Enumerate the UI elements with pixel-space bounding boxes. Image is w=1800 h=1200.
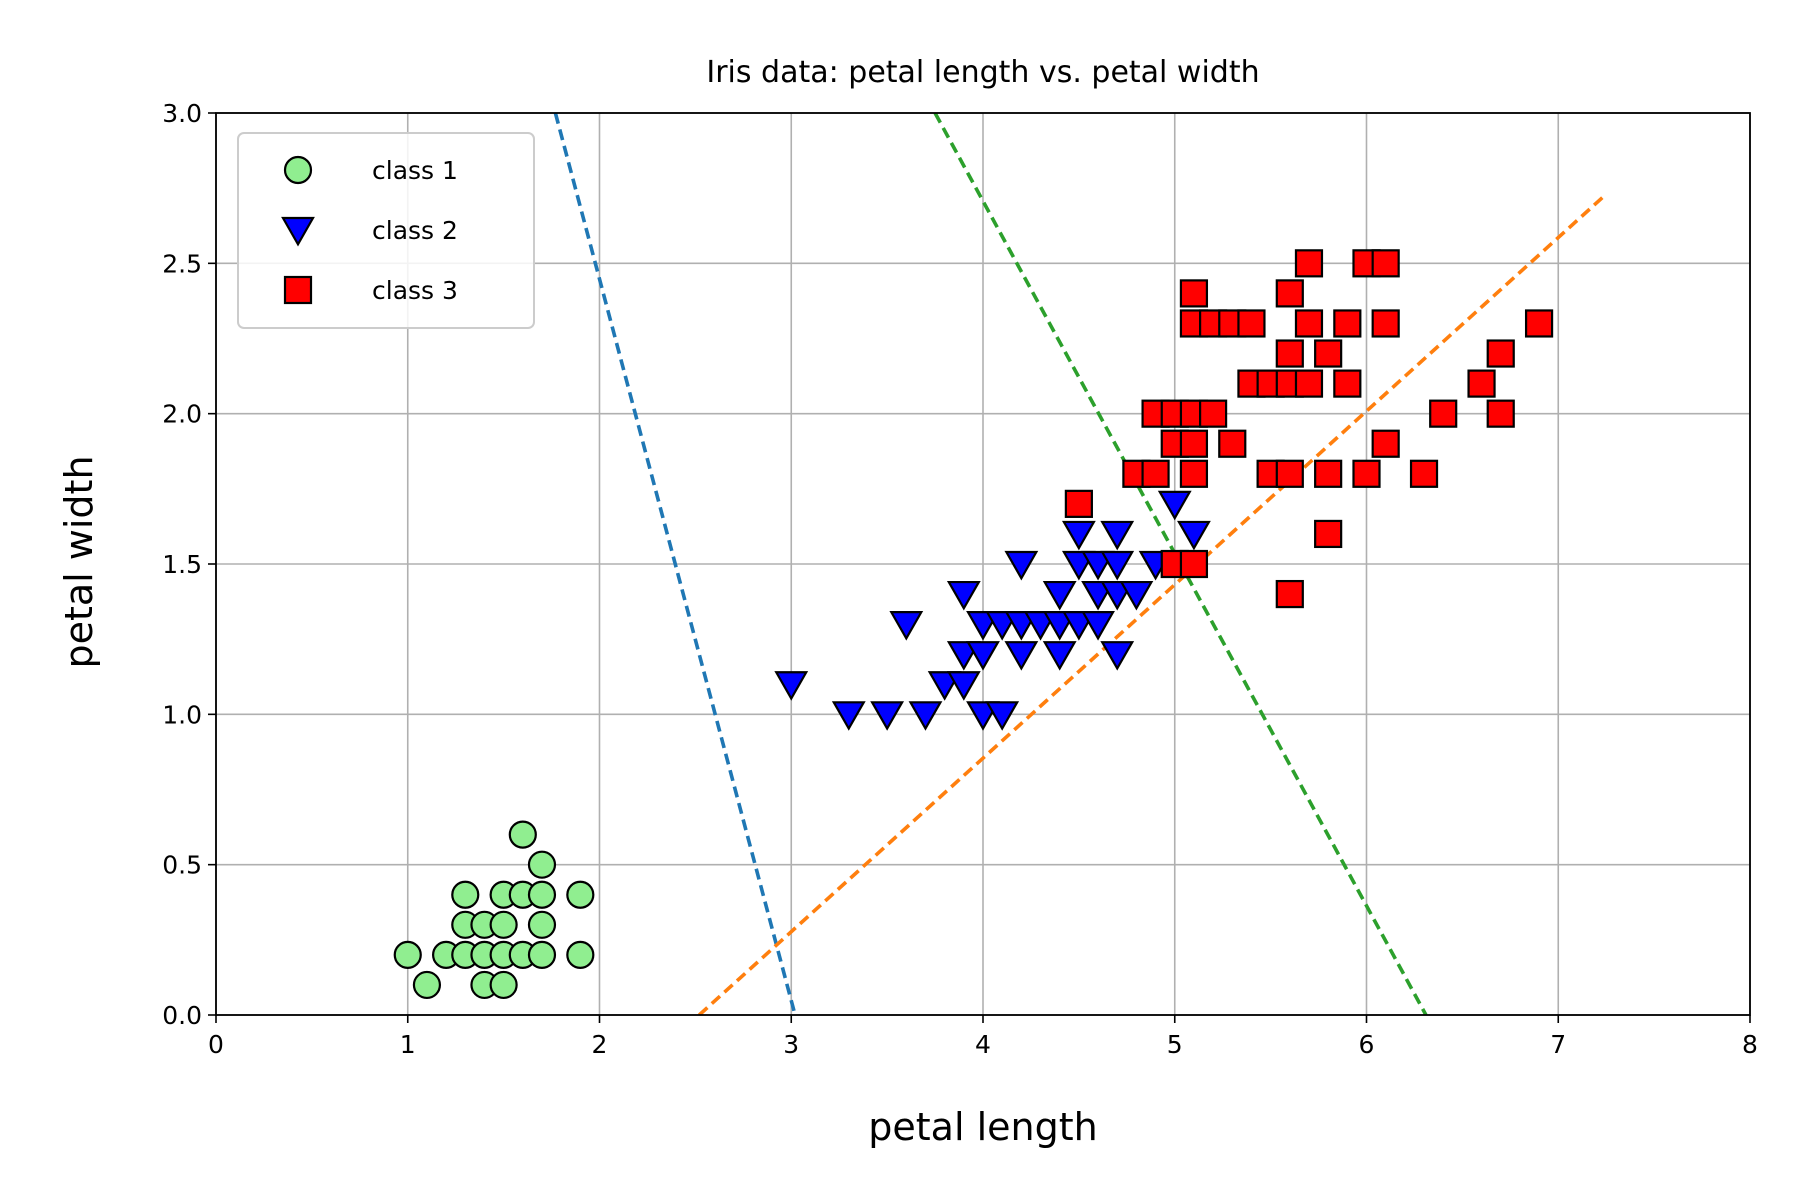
- data-point: [1100, 550, 1135, 581]
- data-points: [393, 249, 1554, 1000]
- data-point: [1157, 490, 1192, 521]
- y-tick-label: 0.0: [162, 1001, 202, 1030]
- data-point: [946, 671, 981, 701]
- data-point: [1429, 399, 1458, 428]
- data-point: [1275, 459, 1304, 488]
- data-point: [1333, 309, 1362, 338]
- x-tick-label: 8: [1742, 1030, 1758, 1059]
- data-point: [566, 880, 595, 909]
- data-point: [527, 850, 557, 879]
- x-tick-label: 7: [1550, 1030, 1566, 1059]
- y-axis-title: petal width: [57, 455, 101, 668]
- data-point: [1409, 459, 1439, 488]
- data-point: [1237, 309, 1266, 338]
- data-point: [1141, 459, 1170, 488]
- data-point: [1333, 369, 1362, 398]
- data-point: [1100, 520, 1135, 551]
- legend-marker-class-2: [281, 216, 315, 247]
- plot-frame: [215, 112, 1751, 1016]
- data-point: [889, 611, 924, 641]
- data-point: [1294, 309, 1324, 338]
- data-point: [1100, 641, 1135, 671]
- data-point: [1081, 611, 1115, 641]
- x-axis-title: petal length: [868, 1105, 1097, 1149]
- data-point: [1314, 459, 1343, 488]
- decision-line-2: [698, 192, 1608, 1015]
- y-tick-label: 2.0: [162, 400, 202, 429]
- data-point: [1486, 399, 1515, 428]
- data-point: [1314, 339, 1343, 368]
- data-point: [1064, 489, 1093, 518]
- y-tick-label: 2.5: [162, 249, 202, 278]
- data-point: [1275, 579, 1304, 609]
- data-point: [489, 910, 518, 939]
- data-point: [1371, 249, 1400, 278]
- legend-label: class 3: [372, 276, 458, 305]
- data-point: [1486, 339, 1515, 368]
- y-tick-label: 1.0: [162, 700, 202, 729]
- chart-title: Iris data: petal length vs. petal width: [706, 55, 1259, 90]
- x-tick-label: 4: [975, 1030, 991, 1059]
- data-point: [527, 880, 557, 909]
- x-tick-label: 2: [592, 1030, 608, 1059]
- y-tick-label: 3.0: [162, 99, 202, 128]
- data-point: [1467, 369, 1496, 398]
- data-point: [1179, 549, 1209, 579]
- data-point: [1275, 339, 1304, 368]
- data-point: [1314, 519, 1343, 549]
- x-tick-label: 3: [783, 1030, 799, 1059]
- x-tick-label: 0: [208, 1030, 224, 1059]
- data-point: [774, 671, 809, 701]
- data-point: [1294, 249, 1324, 278]
- data-point: [527, 910, 557, 939]
- data-point: [1179, 429, 1209, 458]
- data-point: [508, 820, 537, 849]
- data-point: [1294, 369, 1324, 398]
- data-point: [1179, 279, 1209, 308]
- data-point: [966, 641, 1000, 671]
- data-point: [985, 701, 1020, 731]
- legend-marker-class-1: [283, 155, 313, 185]
- x-tick-label: 1: [400, 1030, 416, 1059]
- axes: 0 1 2 3 4 5 6 7 8 0.0 0.5 1.0 1.5 2.0 2.5 3.0: [162, 99, 1758, 1059]
- data-point: [527, 940, 557, 969]
- legend-marker-class-3: [283, 275, 313, 305]
- data-point: [908, 701, 943, 731]
- x-tick-label: 6: [1359, 1030, 1375, 1059]
- data-point: [412, 970, 442, 1000]
- x-tick-label: 5: [1167, 1030, 1183, 1059]
- data-point: [870, 701, 905, 731]
- y-tick-label: 0.5: [162, 851, 202, 880]
- data-point: [1218, 429, 1247, 458]
- series-class-1: [393, 820, 595, 1000]
- data-point: [1352, 459, 1381, 488]
- data-point: [1042, 580, 1077, 611]
- data-point: [1061, 520, 1096, 551]
- data-point: [393, 940, 422, 969]
- data-point: [1119, 580, 1154, 611]
- series-class-2: [774, 490, 1211, 731]
- data-point: [1177, 520, 1211, 551]
- data-point: [566, 940, 595, 969]
- data-point: [1198, 399, 1228, 428]
- data-point: [1004, 641, 1039, 671]
- series-class-3: [1064, 249, 1554, 609]
- data-point: [451, 880, 480, 909]
- decision-line-1: [553, 113, 797, 1015]
- data-point: [489, 970, 518, 1000]
- legend-label: class 2: [372, 216, 458, 245]
- legend-label: class 1: [372, 156, 458, 185]
- data-point: [1371, 309, 1400, 338]
- data-point: [1004, 550, 1039, 581]
- y-tick-label: 1.5: [162, 550, 202, 579]
- data-point: [831, 701, 866, 731]
- data-point: [1179, 459, 1209, 488]
- data-point: [1042, 641, 1077, 671]
- legend: class 1 class 2 class 3: [237, 132, 535, 329]
- data-point: [1524, 309, 1554, 338]
- data-point: [1371, 429, 1400, 458]
- data-point: [1275, 279, 1304, 308]
- data-point: [946, 580, 981, 611]
